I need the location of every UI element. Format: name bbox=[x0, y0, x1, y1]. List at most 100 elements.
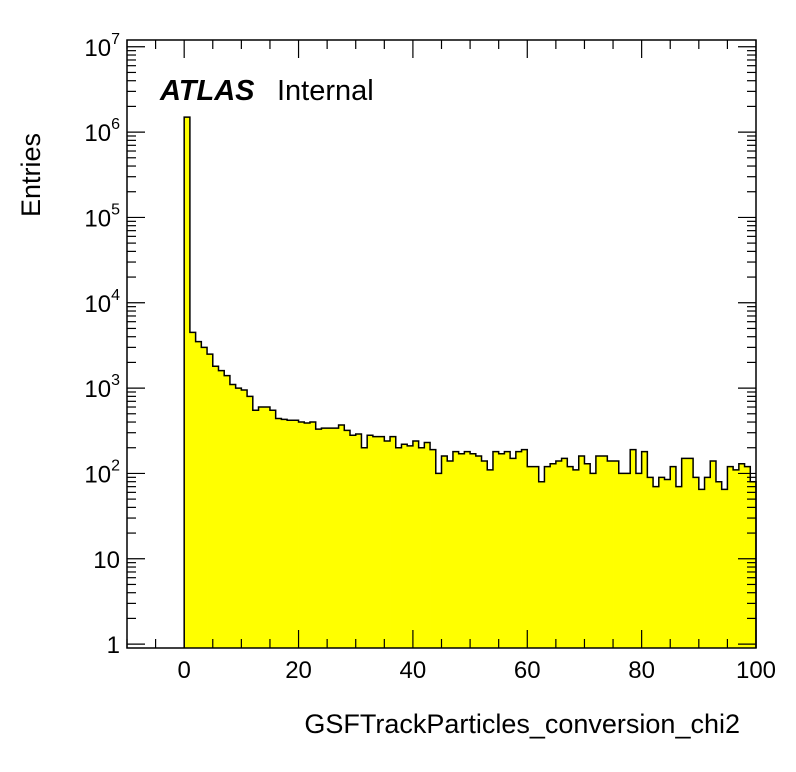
histogram-bin bbox=[241, 389, 248, 648]
histogram-bin bbox=[441, 456, 448, 648]
histogram-bin bbox=[670, 466, 677, 648]
x-tick-label: 80 bbox=[628, 657, 655, 684]
axis-ticks bbox=[126, 40, 757, 648]
histogram-bin bbox=[315, 429, 322, 648]
histogram-bin bbox=[687, 458, 694, 648]
histogram-bin bbox=[264, 407, 271, 648]
histogram-bin bbox=[281, 419, 288, 648]
x-axis-title: GSFTrackParticles_conversion_chi2 bbox=[304, 709, 740, 739]
plot-frame bbox=[126, 39, 757, 649]
histogram-bin bbox=[738, 463, 745, 648]
histogram-bin bbox=[647, 477, 654, 648]
histogram-bin bbox=[635, 473, 643, 648]
histogram-bin bbox=[435, 473, 442, 648]
histogram-bin bbox=[567, 466, 574, 648]
histogram-bin bbox=[613, 460, 620, 648]
histogram-bin bbox=[664, 479, 671, 648]
histogram-bin bbox=[327, 428, 334, 648]
histogram-bin bbox=[630, 449, 637, 648]
histogram-bin bbox=[487, 469, 494, 648]
histogram-bin bbox=[658, 477, 665, 648]
x-tick-label: 20 bbox=[285, 657, 312, 684]
histogram-bin bbox=[578, 456, 585, 648]
x-tick-label: 60 bbox=[514, 657, 541, 684]
histogram-bin bbox=[304, 422, 311, 648]
histogram-bin bbox=[675, 486, 683, 648]
histogram-bin bbox=[407, 445, 414, 648]
histogram-bin bbox=[544, 466, 551, 648]
histogram-bin bbox=[195, 341, 202, 648]
histogram-bin bbox=[521, 449, 528, 648]
histogram-bin bbox=[287, 420, 294, 648]
histogram-bin bbox=[212, 366, 219, 648]
histogram-bin bbox=[218, 370, 225, 648]
histogram-bin bbox=[247, 396, 254, 648]
histogram-bin bbox=[698, 489, 705, 648]
histogram-bin bbox=[275, 418, 282, 648]
histogram-bin bbox=[721, 489, 728, 648]
histogram-bin bbox=[395, 447, 402, 648]
histogram-bin bbox=[573, 469, 580, 648]
histogram-bin bbox=[361, 447, 368, 648]
histogram-bin bbox=[384, 440, 391, 648]
histogram-bin bbox=[430, 449, 437, 648]
histogram-bin bbox=[504, 451, 511, 648]
histogram-bin bbox=[498, 453, 505, 648]
histogram-bin bbox=[481, 460, 488, 648]
histogram-bin bbox=[367, 435, 374, 648]
histogram-bin bbox=[418, 447, 425, 648]
histogram-bin bbox=[207, 354, 214, 648]
histogram-bin bbox=[298, 422, 305, 648]
histogram-bin bbox=[515, 451, 522, 648]
histogram-bin bbox=[595, 456, 603, 648]
histogram-bin bbox=[727, 466, 734, 648]
histogram-bin bbox=[710, 460, 717, 648]
histogram-bin bbox=[470, 453, 477, 648]
histogram-bin bbox=[309, 422, 317, 648]
histogram-bin bbox=[733, 469, 740, 648]
histogram-bin bbox=[447, 460, 454, 648]
histogram-bin bbox=[378, 436, 385, 648]
y-tick-label: 10 bbox=[93, 547, 120, 574]
histogram-bin bbox=[618, 473, 625, 648]
y-tick-label: 105 bbox=[84, 201, 120, 232]
histogram-bin bbox=[412, 440, 420, 648]
x-tick-label: 40 bbox=[400, 657, 427, 684]
histogram-bin bbox=[590, 473, 597, 648]
histogram-bin bbox=[584, 463, 591, 648]
histogram-bin bbox=[561, 458, 568, 648]
histogram-bin bbox=[338, 424, 345, 648]
histogram-bin bbox=[332, 428, 339, 648]
atlas-label-bold: ATLAS bbox=[159, 75, 255, 107]
atlas-label-internal: Internal bbox=[277, 75, 374, 107]
histogram-bin bbox=[607, 460, 614, 648]
histogram-bin bbox=[681, 458, 688, 648]
histogram-bin bbox=[475, 456, 482, 648]
histogram-bin bbox=[458, 453, 465, 648]
y-tick-labels: 1 10 102 103 104 105 106 107 bbox=[84, 31, 120, 659]
y-tick-label: 107 bbox=[84, 31, 120, 62]
y-tick-label: 1 bbox=[107, 632, 120, 659]
histogram-bin bbox=[750, 481, 757, 648]
y-axis-title: Entries bbox=[16, 133, 46, 217]
histogram-bars bbox=[184, 117, 757, 649]
histogram-bin bbox=[350, 435, 357, 648]
histogram-bin bbox=[321, 428, 328, 648]
histogram-bin bbox=[715, 481, 723, 648]
histogram-bin bbox=[653, 486, 660, 648]
histogram-bin bbox=[184, 117, 191, 649]
histogram-bin bbox=[372, 436, 379, 648]
histogram-bin bbox=[527, 466, 534, 648]
histogram-bin bbox=[390, 436, 397, 648]
atlas-label: ATLAS Internal bbox=[159, 75, 374, 107]
histogram-bin bbox=[292, 420, 299, 648]
histogram-bin bbox=[424, 442, 431, 648]
y-tick-label: 106 bbox=[84, 116, 120, 147]
histogram-bin bbox=[269, 410, 277, 648]
histogram-bin bbox=[601, 456, 608, 648]
histogram-bin bbox=[532, 466, 540, 648]
histogram-bin bbox=[355, 433, 362, 648]
histogram-bin bbox=[224, 375, 231, 648]
y-tick-label: 102 bbox=[84, 457, 120, 488]
histogram-bin bbox=[201, 347, 208, 648]
